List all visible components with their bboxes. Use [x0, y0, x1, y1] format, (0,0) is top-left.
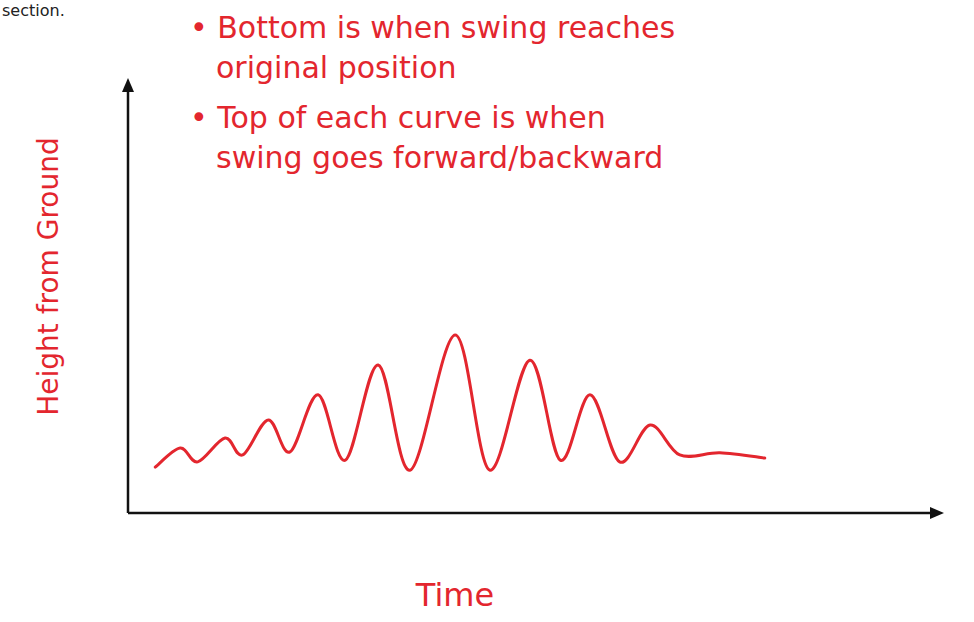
x-axis: [128, 512, 932, 515]
y-axis: [127, 88, 130, 513]
chart: section. • Bottom is when swing reaches or…: [0, 0, 974, 622]
annotation: original position: [216, 50, 457, 85]
annotation: • Bottom is when swing reaches: [190, 10, 675, 45]
y-axis-arrow: [122, 78, 134, 92]
x-axis-title: Time: [415, 576, 494, 614]
height-line: [155, 335, 765, 470]
header-fragment: section.: [2, 1, 65, 20]
plot-area: [155, 335, 765, 470]
x-axis-arrow: [930, 507, 944, 519]
axes: [122, 78, 944, 519]
annotation: • Top of each curve is when: [190, 100, 606, 135]
y-axis-title: Height from Ground: [32, 137, 65, 416]
annotation: swing goes forward/backward: [216, 140, 663, 175]
